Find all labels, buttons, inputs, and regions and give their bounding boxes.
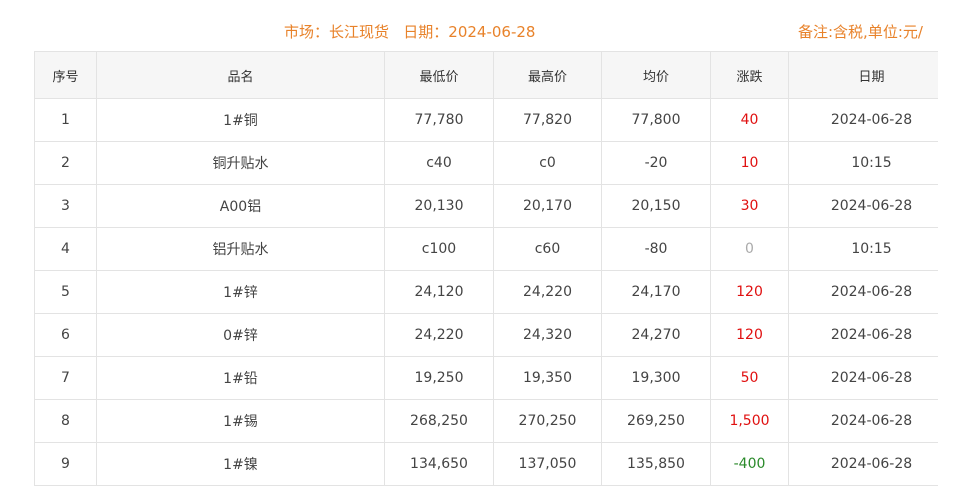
cell-col-avg: 20,150 xyxy=(601,184,711,228)
cell-col-change: 120 xyxy=(710,270,789,314)
cell-col-date: 2024-06-28 xyxy=(788,442,938,486)
cell-col-date: 10:15 xyxy=(788,141,938,185)
cell-col-high: 20,170 xyxy=(493,184,602,228)
table-row: 3 A00铝 20,130 20,170 20,150 30 2024-06-28 xyxy=(34,184,938,228)
cell-col-low: 77,780 xyxy=(384,98,494,142)
cell-col-change: -400 xyxy=(710,442,789,486)
cell-col-date: 2024-06-28 xyxy=(788,356,938,400)
cell-col-index: 2 xyxy=(34,141,97,185)
cell-col-date: 2024-06-28 xyxy=(788,399,938,443)
table-header-row: 序号 品名 最低价 最高价 均价 涨跌 日期 xyxy=(34,51,938,99)
tax-unit-note: 备注:含税,单位:元/ xyxy=(798,23,923,41)
table-row: 6 0#锌 24,220 24,320 24,270 120 2024-06-28 xyxy=(34,313,938,357)
cell-col-name: 铜升贴水 xyxy=(96,141,385,185)
cell-col-name: 1#铜 xyxy=(96,98,385,142)
cell-col-date: 2024-06-28 xyxy=(788,313,938,357)
cell-col-date: 2024-06-28 xyxy=(788,98,938,142)
cell-col-high: c60 xyxy=(493,227,602,271)
table-row: 4 铝升贴水 c100 c60 -80 0 10:15 xyxy=(34,227,938,271)
cell-col-name: 铝升贴水 xyxy=(96,227,385,271)
table-row: 9 1#镍 134,650 137,050 135,850 -400 2024-06-28 xyxy=(34,442,938,486)
cell-col-low: 20,130 xyxy=(384,184,494,228)
cell-col-avg: -80 xyxy=(601,227,711,271)
cell-col-index: 7 xyxy=(34,356,97,400)
cell-col-name: 1#铅 xyxy=(96,356,385,400)
table-row: 7 1#铅 19,250 19,350 19,300 50 2024-06-28 xyxy=(34,356,938,400)
cell-col-low: 24,220 xyxy=(384,313,494,357)
header-col-high: 最高价 xyxy=(493,51,602,99)
cell-col-index: 6 xyxy=(34,313,97,357)
cell-col-low: c100 xyxy=(384,227,494,271)
cell-col-high: 24,320 xyxy=(493,313,602,357)
cell-col-high: 137,050 xyxy=(493,442,602,486)
cell-col-change: 0 xyxy=(710,227,789,271)
table-row: 1 1#铜 77,780 77,820 77,800 40 2024-06-28 xyxy=(34,98,938,142)
price-table-container: 序号 品名 最低价 最高价 均价 涨跌 日期 1 1#铜 77,780 77,820 77,800 4… xyxy=(34,51,938,486)
cell-col-high: 270,250 xyxy=(493,399,602,443)
header-col-change: 涨跌 xyxy=(710,51,789,99)
cell-col-index: 5 xyxy=(34,270,97,314)
cell-col-low: 134,650 xyxy=(384,442,494,486)
cell-col-index: 4 xyxy=(34,227,97,271)
cell-col-date: 2024-06-28 xyxy=(788,270,938,314)
cell-col-index: 3 xyxy=(34,184,97,228)
header-col-avg: 均价 xyxy=(601,51,711,99)
cell-col-change: 50 xyxy=(710,356,789,400)
cell-col-change: 30 xyxy=(710,184,789,228)
price-table: 序号 品名 最低价 最高价 均价 涨跌 日期 1 1#铜 77,780 77,820 77,800 4… xyxy=(34,51,938,486)
table-row: 5 1#锌 24,120 24,220 24,170 120 2024-06-28 xyxy=(34,270,938,314)
cell-col-avg: -20 xyxy=(601,141,711,185)
cell-col-change: 1,500 xyxy=(710,399,789,443)
header-col-name: 品名 xyxy=(96,51,385,99)
market-date-title: 市场：长江现货 日期：2024-06-28 xyxy=(284,23,536,41)
cell-col-index: 1 xyxy=(34,98,97,142)
table-row: 2 铜升贴水 c40 c0 -20 10 10:15 xyxy=(34,141,938,185)
cell-col-index: 9 xyxy=(34,442,97,486)
cell-col-high: c0 xyxy=(493,141,602,185)
cell-col-high: 24,220 xyxy=(493,270,602,314)
cell-col-date: 10:15 xyxy=(788,227,938,271)
cell-col-change: 120 xyxy=(710,313,789,357)
table-row: 8 1#锡 268,250 270,250 269,250 1,500 2024-06-28 xyxy=(34,399,938,443)
cell-col-avg: 24,270 xyxy=(601,313,711,357)
cell-col-low: 268,250 xyxy=(384,399,494,443)
cell-col-avg: 135,850 xyxy=(601,442,711,486)
cell-col-avg: 24,170 xyxy=(601,270,711,314)
cell-col-low: 24,120 xyxy=(384,270,494,314)
cell-col-avg: 77,800 xyxy=(601,98,711,142)
cell-col-change: 10 xyxy=(710,141,789,185)
cell-col-high: 19,350 xyxy=(493,356,602,400)
header-col-index: 序号 xyxy=(34,51,97,99)
cell-col-date: 2024-06-28 xyxy=(788,184,938,228)
cell-col-name: 0#锌 xyxy=(96,313,385,357)
cell-col-avg: 19,300 xyxy=(601,356,711,400)
header-col-date: 日期 xyxy=(788,51,938,99)
cell-col-avg: 269,250 xyxy=(601,399,711,443)
cell-col-low: c40 xyxy=(384,141,494,185)
cell-col-index: 8 xyxy=(34,399,97,443)
cell-col-low: 19,250 xyxy=(384,356,494,400)
cell-col-change: 40 xyxy=(710,98,789,142)
cell-col-name: 1#镍 xyxy=(96,442,385,486)
cell-col-name: 1#锌 xyxy=(96,270,385,314)
cell-col-name: 1#锡 xyxy=(96,399,385,443)
cell-col-high: 77,820 xyxy=(493,98,602,142)
cell-col-name: A00铝 xyxy=(96,184,385,228)
header-col-low: 最低价 xyxy=(384,51,494,99)
